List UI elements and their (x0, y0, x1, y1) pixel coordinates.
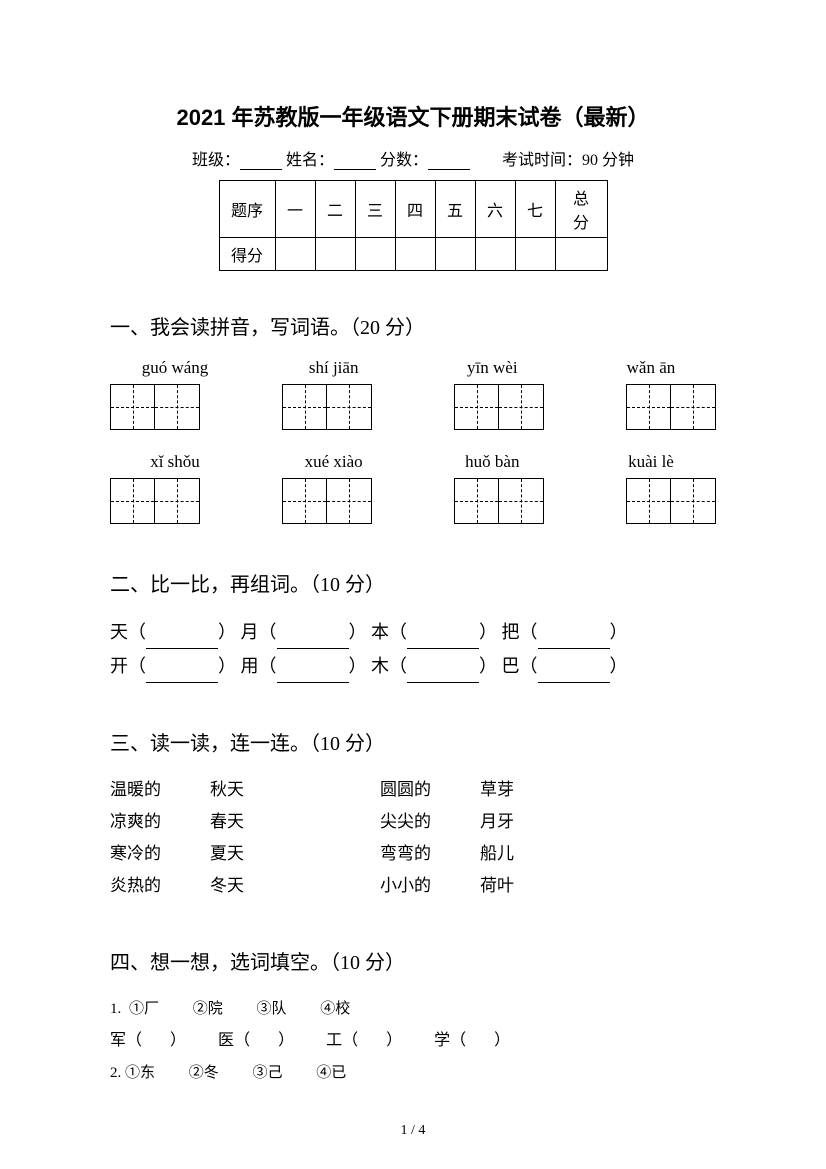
match-right: 草芽 (480, 774, 560, 806)
q4-2-label: 2. (110, 1065, 121, 1081)
blank[interactable] (538, 665, 610, 683)
opt: ③队 (257, 1001, 287, 1017)
col-1: 一 (275, 181, 315, 238)
row2-label: 得分 (219, 238, 275, 271)
match-left: 弯弯的 (380, 838, 480, 870)
score-cell[interactable] (355, 238, 395, 271)
pinyin: shí jiān (269, 358, 399, 378)
score-cell[interactable] (555, 238, 607, 271)
match-left: 温暖的 (110, 774, 210, 806)
question-3: 三、读一读，连一连。（10 分） 温暖的秋天圆圆的草芽 凉爽的春天尖尖的月牙 寒… (110, 727, 716, 902)
char: 月 (241, 622, 259, 642)
opt: ③己 (253, 1065, 283, 1081)
blank[interactable] (146, 631, 218, 649)
class-label: 班级： (192, 152, 240, 169)
char: 把 (502, 622, 520, 642)
score-blank[interactable] (428, 154, 470, 170)
q2-heading: 二、比一比，再组词。（10 分） (110, 568, 716, 597)
pinyin: wǎn ān (586, 358, 716, 378)
match-right: 月牙 (480, 806, 560, 838)
page-number: 1 / 4 (0, 1123, 826, 1139)
q3-heading: 三、读一读，连一连。（10 分） (110, 727, 716, 756)
score-cell[interactable] (475, 238, 515, 271)
match-left: 炎热的 (110, 870, 210, 902)
match-right: 冬天 (210, 870, 380, 902)
opt: ②院 (193, 1001, 223, 1017)
char: 本 (371, 622, 389, 642)
char: 用 (241, 656, 259, 676)
question-4: 四、想一想，选词填空。（10 分） 1. ①厂 ②院 ③队 ④校 军（） 医（）… (110, 946, 716, 1089)
pinyin: kuài lè (586, 452, 716, 472)
col-7: 七 (515, 181, 555, 238)
match-right: 荷叶 (480, 870, 560, 902)
score-cell[interactable] (395, 238, 435, 271)
match-right: 夏天 (210, 838, 380, 870)
match-left: 寒冷的 (110, 838, 210, 870)
score-cell[interactable] (435, 238, 475, 271)
question-1: 一、我会读拼音，写词语。（20 分） guó wáng shí jiān yīn… (110, 311, 716, 524)
time-label: 考试时间：90 分钟 (502, 152, 634, 169)
q4-1-label: 1. (110, 1001, 121, 1017)
score-label: 分数： (380, 152, 428, 169)
tian-box[interactable] (454, 384, 544, 430)
opt: ①厂 (129, 1001, 159, 1017)
name-blank[interactable] (334, 154, 376, 170)
match-left: 凉爽的 (110, 806, 210, 838)
char: 天 (110, 622, 128, 642)
tian-box[interactable] (282, 478, 372, 524)
char: 学 (434, 1032, 450, 1049)
blank[interactable] (277, 631, 349, 649)
match-right: 秋天 (210, 774, 380, 806)
blank[interactable] (407, 665, 479, 683)
score-table: 题序 一 二 三 四 五 六 七 总分 得分 (219, 180, 608, 271)
pinyin: xǐ shǒu (110, 452, 240, 472)
score-cell[interactable] (275, 238, 315, 271)
pinyin: huǒ bàn (427, 452, 557, 472)
col-4: 四 (395, 181, 435, 238)
exam-title: 2021 年苏教版一年级语文下册期末试卷（最新） (110, 100, 716, 132)
col-3: 三 (355, 181, 395, 238)
match-right: 船儿 (480, 838, 560, 870)
col-6: 六 (475, 181, 515, 238)
tian-box[interactable] (110, 478, 200, 524)
score-cell[interactable] (315, 238, 355, 271)
blank[interactable] (407, 631, 479, 649)
opt: ②冬 (189, 1065, 219, 1081)
name-label: 姓名： (286, 152, 334, 169)
question-2: 二、比一比，再组词。（10 分） 天（） 月（） 本（） 把（） 开（） 用（）… (110, 568, 716, 683)
q1-heading: 一、我会读拼音，写词语。（20 分） (110, 311, 716, 340)
tian-box[interactable] (454, 478, 544, 524)
col-2: 二 (315, 181, 355, 238)
blank[interactable] (277, 665, 349, 683)
blank[interactable] (538, 631, 610, 649)
opt: ①东 (125, 1065, 155, 1081)
row1-label: 题序 (219, 181, 275, 238)
tian-box[interactable] (626, 384, 716, 430)
opt: ④已 (316, 1065, 346, 1081)
match-right: 春天 (210, 806, 380, 838)
pinyin: xué xiào (269, 452, 399, 472)
char: 医 (218, 1032, 234, 1049)
match-left: 小小的 (380, 870, 480, 902)
opt: ④校 (320, 1001, 350, 1017)
col-5: 五 (435, 181, 475, 238)
char: 军 (110, 1032, 126, 1049)
tian-box[interactable] (110, 384, 200, 430)
tian-box[interactable] (626, 478, 716, 524)
match-left: 圆圆的 (380, 774, 480, 806)
match-left: 尖尖的 (380, 806, 480, 838)
q4-heading: 四、想一想，选词填空。（10 分） (110, 946, 716, 975)
pinyin: yīn wèi (427, 358, 557, 378)
char: 开 (110, 656, 128, 676)
class-blank[interactable] (240, 154, 282, 170)
col-total: 总分 (555, 181, 607, 238)
score-cell[interactable] (515, 238, 555, 271)
blank[interactable] (146, 665, 218, 683)
char: 木 (371, 656, 389, 676)
pinyin: guó wáng (110, 358, 240, 378)
char: 巴 (502, 656, 520, 676)
meta-line: 班级： 姓名： 分数： 考试时间：90 分钟 (110, 146, 716, 170)
tian-box[interactable] (282, 384, 372, 430)
char: 工 (326, 1032, 342, 1049)
